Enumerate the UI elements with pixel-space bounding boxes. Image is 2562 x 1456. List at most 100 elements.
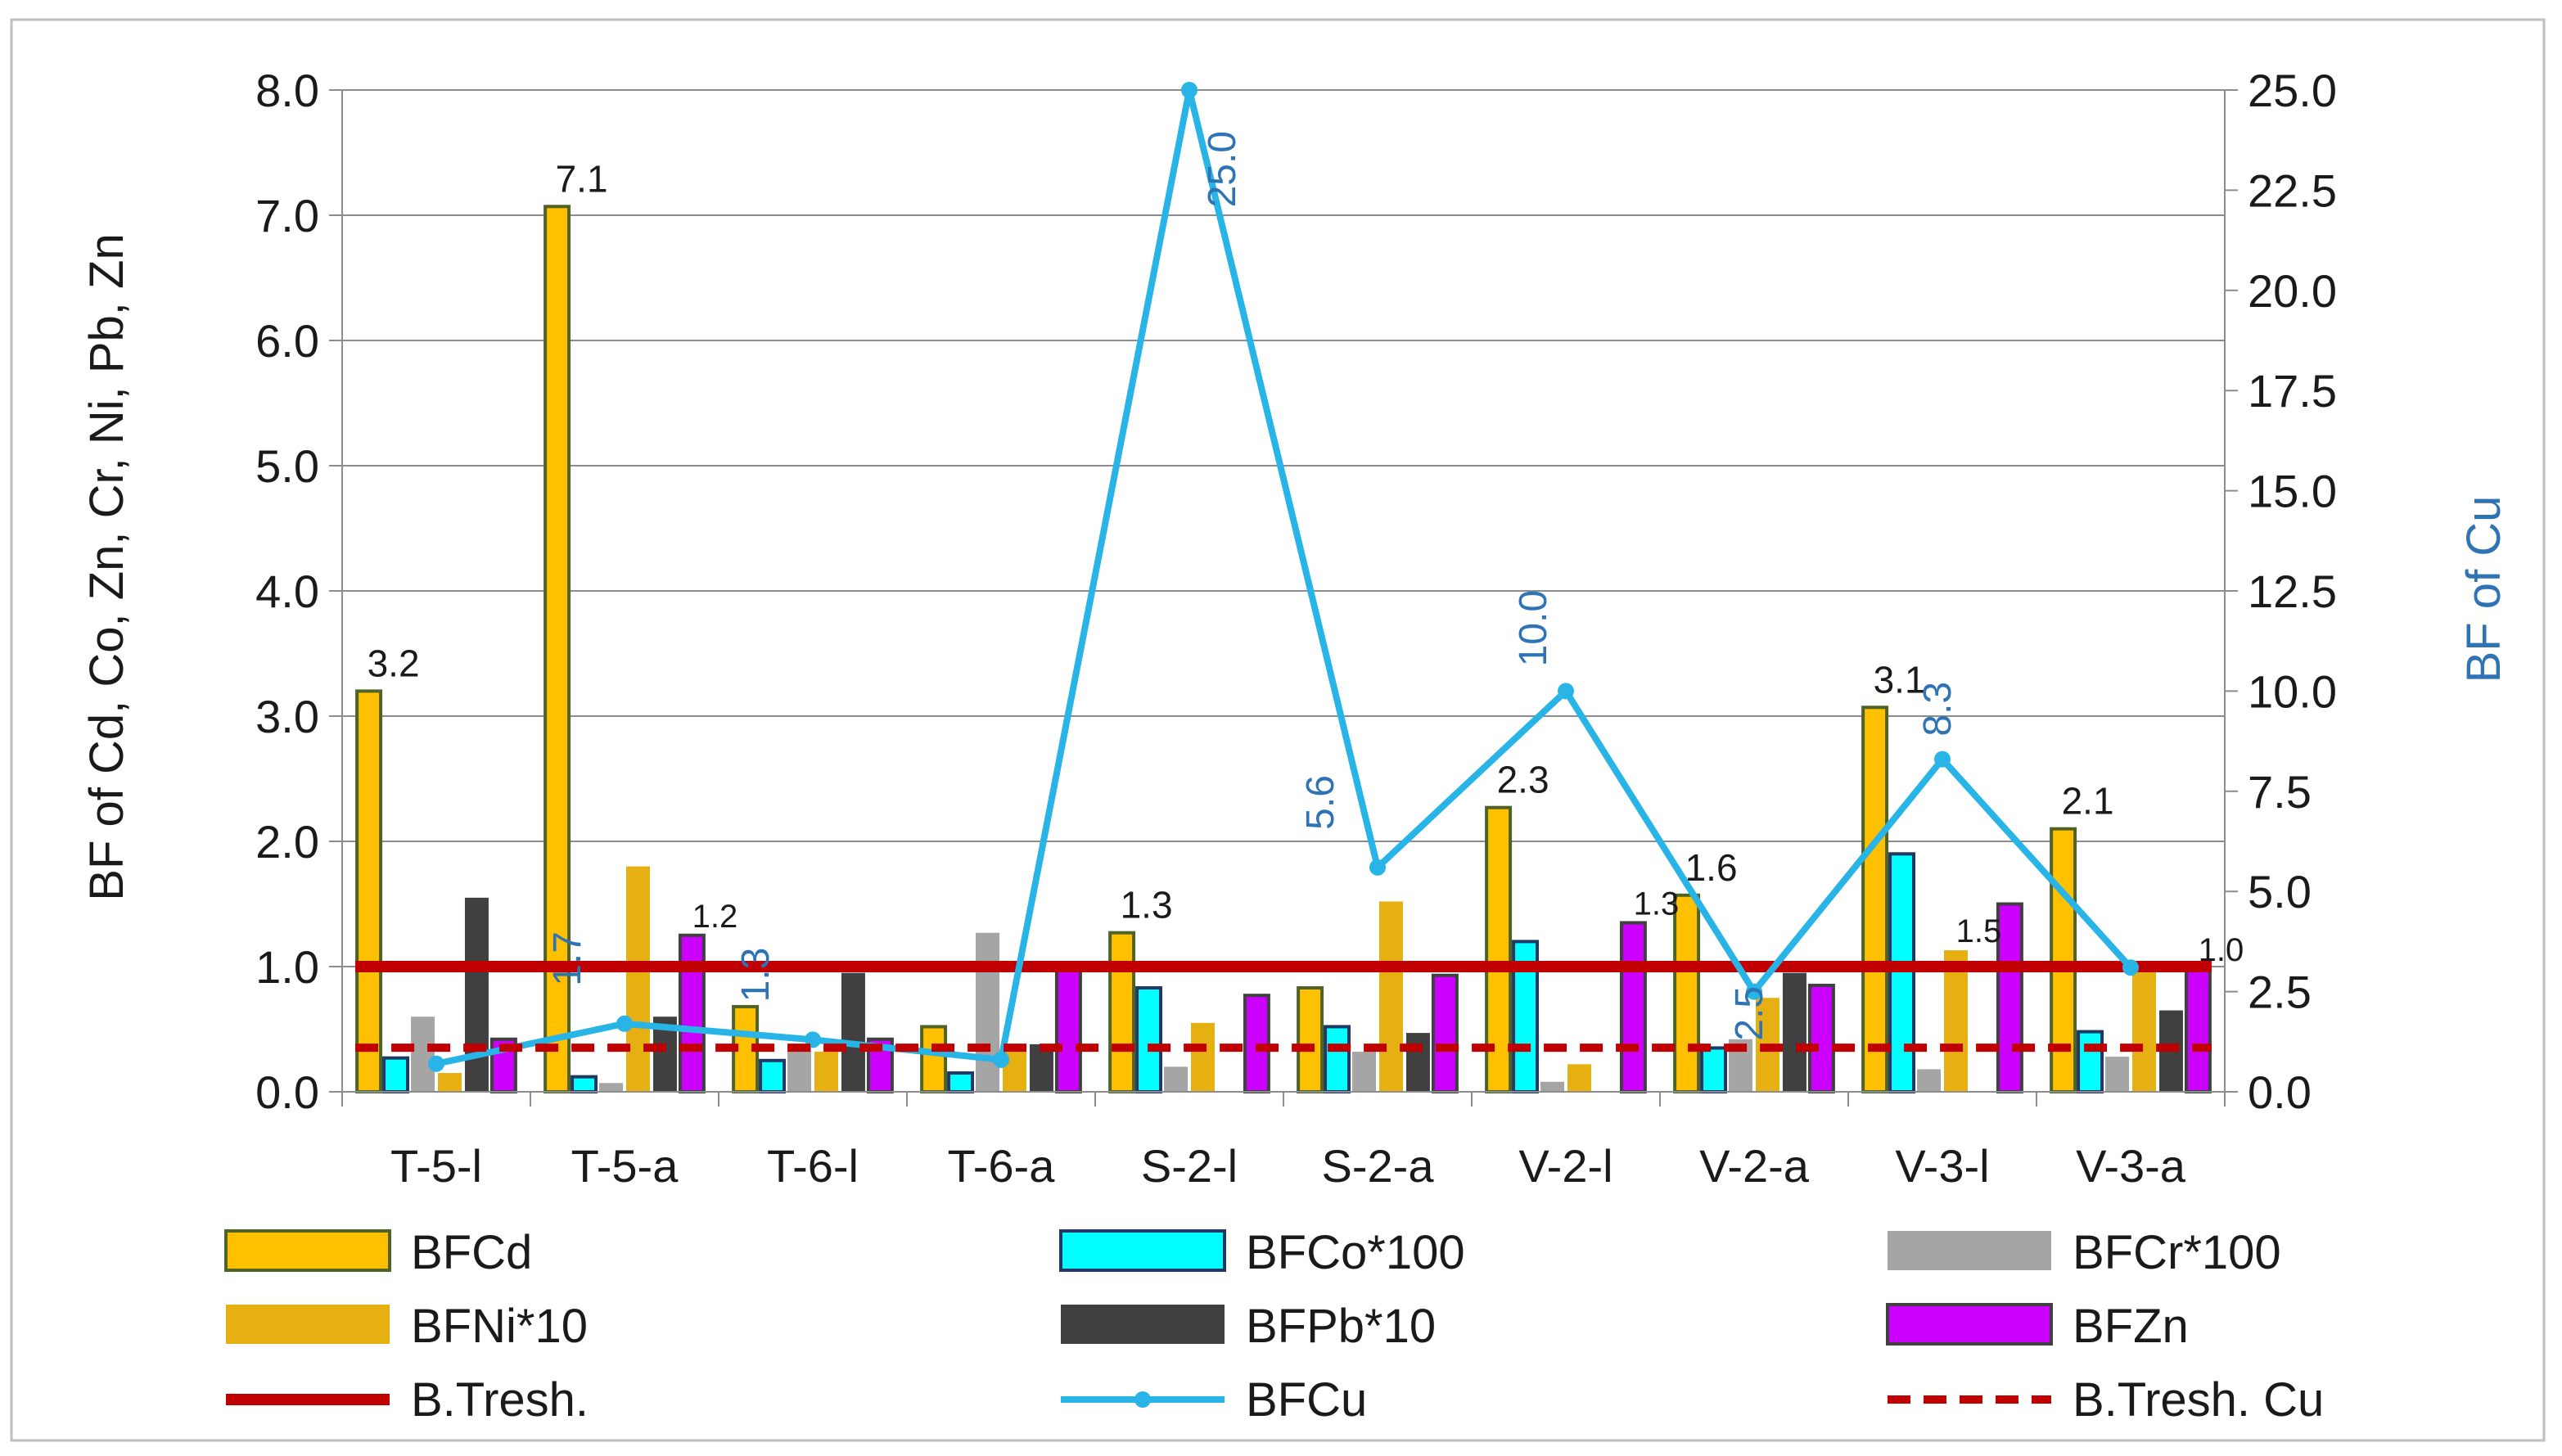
bar-bfni-10 [1944,950,1968,1092]
bar-bfcd [1673,893,1701,1094]
bar-bfcd [355,689,383,1094]
legend-item-b-tresh: B.Tresh. [226,1373,589,1427]
legend-label: BFCd [411,1226,532,1279]
bfcu-point [428,1055,444,1072]
legend-item-bfpb-10: BFPb*10 [1061,1300,1436,1353]
legend-swatch [224,1229,391,1272]
legend-item-bfni-10: BFNi*10 [226,1300,588,1353]
data-labels: 3.2 7.1 1.3 2.3 1.6 3.1 2.1 1.2 1.3 1.5 1.0 1.7 1.3 2… [368,131,2244,1041]
y-right-tick-label: 12.5 [2248,566,2337,617]
legend-swatch [1061,1305,1225,1344]
bfcu-point [1934,751,1951,768]
bar-bfni-10 [2132,967,2156,1092]
bar-bfzn [1054,965,1082,1093]
data-label-small: 1.2 [692,899,738,935]
y-left-tick-label: 1.0 [255,941,319,993]
data-label-cd: 1.6 [1685,846,1738,889]
bar-bfcd [920,1025,948,1093]
data-label-cu: 8.3 [1916,682,1960,737]
y-left-tick-label: 5.0 [255,440,319,492]
bar-bfcr-100 [2105,1057,2129,1092]
bar-bfpb-10 [1029,1044,1053,1092]
legend-item-b-tresh-cu: B.Tresh. Cu [1888,1373,2324,1427]
data-label-cu: 1.7 [546,931,589,986]
bfcu-point [993,1051,1009,1068]
data-label-cd: 1.3 [1121,884,1173,926]
legend-item-bfzn: BFZn [1886,1300,2189,1353]
legend: BFCd BFCo*100 BFCr*100 BFNi*10 BFPb*10 BFZn B.… [224,1226,2324,1427]
bar-bfco-100 [1888,852,1916,1094]
bar-bfco-100 [1135,986,1163,1094]
bar-bfco-100 [571,1075,598,1094]
bar-bfni-10 [626,866,650,1092]
bar-bfzn [1807,983,1835,1093]
bar-bfpb-10 [1405,1033,1430,1092]
bar-bfcr-100 [411,1016,435,1092]
y-left-tick-label: 8.0 [255,65,319,116]
bar-bfzn [1996,902,2023,1093]
legend-label: BFNi*10 [411,1300,588,1353]
y-right-tick-label: 2.5 [2248,967,2312,1018]
y-right-tick-label: 22.5 [2248,165,2337,216]
y-left-tick-label: 2.0 [255,816,319,868]
bar-bfni-10 [1191,1022,1215,1092]
y-left-tick-label: 6.0 [255,315,319,367]
data-label-cu: 10.0 [1512,590,1555,666]
data-label-cu: 25.0 [1201,131,1244,207]
bfcu-point [1369,859,1386,876]
legend-label: BFCo*100 [1246,1226,1465,1279]
data-label-cd: 3.2 [368,642,420,684]
bfcu-point [1181,82,1198,98]
legend-marker [1134,1391,1151,1408]
bar-bfpb-10 [841,972,865,1092]
y-axis-left-title: BF of Cd, Co, Zn, Cr, Ni, Pb, Zn [80,233,133,900]
legend-swatch [1059,1229,1226,1272]
legend-swatch [1888,1231,2051,1270]
y-right-tick-label: 0.0 [2248,1066,2312,1118]
bar-bfco-100 [382,1056,410,1093]
x-tick-label: T-6-a [948,1140,1056,1192]
data-label-cu: 5.6 [1299,775,1342,830]
legend-item-bfcu: BFCu [1061,1373,1367,1427]
bar-bfcr-100 [1352,1052,1376,1092]
y-right-tick-label: 10.0 [2248,665,2337,717]
y-right-tick-label: 15.0 [2248,466,2337,517]
bar-bfco-100 [1700,1046,1728,1093]
bfcu-point [616,1015,633,1032]
bar-bfcd [1297,986,1324,1094]
x-tick-label: T-5-l [390,1140,482,1192]
bar-bfco-100 [1324,1025,1351,1093]
data-label-cd: 3.1 [1874,658,1926,701]
axes: 0.0 1.0 2.0 3.0 4.0 5.0 6.0 7.0 8.0 0.0 2.5 5.0 7.5 1… [255,65,2337,1192]
bar-bfcr-100 [1164,1066,1188,1092]
y-right-tick-label: 5.0 [2248,866,2312,917]
bfcu-line [435,87,2133,1067]
bar-bfcr-100 [1917,1069,1941,1092]
y-left-tick-label: 7.0 [255,190,319,241]
bar-bfcd [1861,705,1889,1093]
bfcu-point [1558,683,1574,700]
y-right-tick-label: 7.5 [2248,766,2312,818]
legend-label: BFCu [1246,1373,1367,1427]
bar-bfcr-100 [976,932,999,1092]
y-right-tick-label: 20.0 [2248,265,2337,317]
chart-frame [10,18,2546,1442]
bar-bfcd [1108,931,1136,1093]
bar-bfzn [678,933,706,1093]
bars [355,205,2212,1094]
bar-bfzn [1243,994,1270,1093]
legend-label: B.Tresh. Cu [2073,1373,2324,1427]
bar-bfpb-10 [464,897,489,1092]
bfcu-point [1746,983,1762,1000]
bar-bfco-100 [2077,1030,2104,1094]
bar-bfzn [1431,973,1459,1093]
data-label-cd: 7.1 [556,157,608,200]
bfcu-point [2122,959,2139,976]
x-tick-label: T-6-l [767,1140,859,1192]
bar-bfzn [1619,921,1647,1093]
bar-bfcr-100 [599,1083,623,1092]
bar-bfcr-100 [787,1044,811,1092]
x-tick-label: V-3-a [2076,1140,2186,1192]
